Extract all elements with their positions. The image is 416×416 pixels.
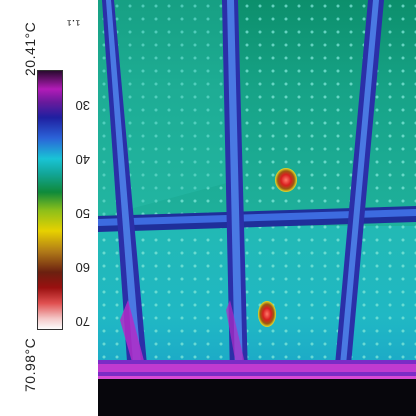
ceiling-thermogram: [98, 0, 416, 416]
scale-tick-50: 50: [75, 206, 90, 221]
temperature-scale: 70.98°C 70 60 50 40 30 20.41°C ¹·¹: [0, 0, 100, 416]
warm-tile-area: [98, 0, 238, 215]
bottom-warm-strip-highlight: [98, 364, 416, 372]
scale-tick-60: 60: [75, 260, 90, 275]
rail-center-highlight: [227, 0, 243, 376]
dark-floor-band: [98, 378, 416, 416]
floor-edge: [98, 376, 416, 379]
scale-tick-40: 40: [75, 152, 90, 167]
hotspot-lower: [258, 301, 276, 327]
thermal-image: [98, 0, 416, 416]
rail-right-highlight: [339, 0, 379, 376]
rail-left-highlight: [106, 0, 142, 376]
horizontal-rail-highlight: [98, 209, 416, 226]
hotspot-upper: [275, 168, 297, 192]
scale-gradient-bar: [37, 70, 63, 330]
scale-tick-70: 70: [75, 314, 90, 329]
scale-tick-30: 30: [75, 98, 90, 113]
warm-edge-left: [120, 300, 148, 376]
scale-max-label: 70.98°C: [22, 337, 38, 392]
warm-edge-center: [226, 300, 248, 376]
scale-emissivity-label: ¹·¹: [67, 14, 80, 29]
scale-min-label: 20.41°C: [22, 21, 38, 76]
